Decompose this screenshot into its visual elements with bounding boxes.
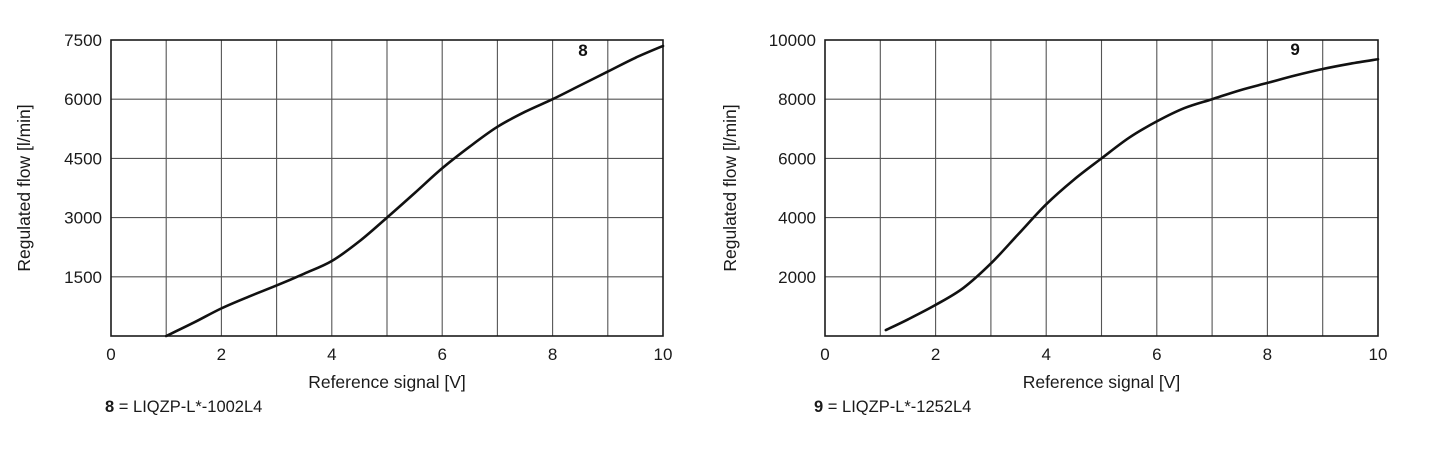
x-tick-label: 0 <box>106 345 115 364</box>
y-tick-label: 6000 <box>64 90 102 109</box>
x-tick-label: 10 <box>1369 345 1388 364</box>
caption-chart-9: 9 = LIQZP-L*-1252L4 <box>814 398 971 417</box>
x-tick-label: 0 <box>820 345 829 364</box>
figure-chart-8: 1500 3000 4500 6000 7500 0 2 4 6 8 10 Reference sig… <box>0 0 715 473</box>
y-tick-label: 7500 <box>64 31 102 50</box>
figure-chart-9: 2000 4000 6000 8000 10000 0 2 4 6 8 10 Reference si… <box>711 0 1426 473</box>
x-tick-label: 2 <box>217 345 226 364</box>
x-axis-title: Reference signal [V] <box>1023 372 1181 392</box>
y-tick-label: 3000 <box>64 209 102 228</box>
x-tick-label: 2 <box>931 345 940 364</box>
caption-equals: = <box>827 398 838 416</box>
data-curve <box>884 57 1380 332</box>
curve-number-tag: 8 <box>578 41 587 60</box>
x-tick-label: 4 <box>327 345 336 364</box>
y-tick-label: 6000 <box>778 149 816 168</box>
curve-number-tag: 9 <box>1290 40 1299 59</box>
caption-text: LIQZP-L*-1002L4 <box>133 398 263 416</box>
chart-9-plot: 2000 4000 6000 8000 10000 0 2 4 6 8 10 Reference si… <box>720 31 1388 392</box>
caption-chart-8: 8 = LIQZP-L*-1002L4 <box>105 398 262 417</box>
plot-frame <box>110 39 664 337</box>
y-tick-label: 4500 <box>64 149 102 168</box>
y-axis-title: Regulated flow [l/min] <box>720 104 740 271</box>
caption-text: LIQZP-L*-1252L4 <box>842 398 972 416</box>
x-tick-label: 4 <box>1041 345 1050 364</box>
y-tick-label: 4000 <box>778 209 816 228</box>
y-tick-label: 8000 <box>778 90 816 109</box>
y-tick-label: 1500 <box>64 268 102 287</box>
x-tick-label: 10 <box>654 345 673 364</box>
x-tick-label: 6 <box>437 345 446 364</box>
chart-8-plot: 1500 3000 4500 6000 7500 0 2 4 6 8 10 Reference sig… <box>14 31 673 392</box>
x-tick-label: 8 <box>548 345 557 364</box>
x-tick-label: 8 <box>1263 345 1272 364</box>
y-tick-label: 2000 <box>778 268 816 287</box>
data-curve <box>164 44 665 338</box>
y-axis-title: Regulated flow [l/min] <box>14 104 34 271</box>
caption-tag: 9 <box>814 398 824 416</box>
x-tick-label: 6 <box>1152 345 1161 364</box>
caption-equals: = <box>118 398 129 416</box>
caption-tag: 8 <box>105 398 115 416</box>
plot-frame <box>824 39 1379 337</box>
x-axis-title: Reference signal [V] <box>308 372 466 392</box>
y-tick-label: 10000 <box>769 31 816 50</box>
